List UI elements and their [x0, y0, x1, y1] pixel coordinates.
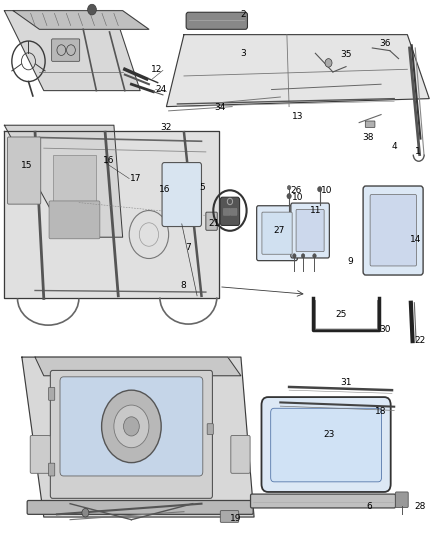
FancyBboxPatch shape: [261, 397, 391, 492]
FancyBboxPatch shape: [186, 12, 247, 29]
FancyBboxPatch shape: [207, 424, 213, 434]
Text: 25: 25: [335, 310, 346, 319]
Text: 16: 16: [103, 157, 114, 165]
Text: 12: 12: [151, 65, 162, 74]
FancyBboxPatch shape: [223, 208, 230, 215]
Text: 13: 13: [292, 112, 304, 120]
Text: 19: 19: [230, 514, 241, 522]
Text: 8: 8: [180, 281, 186, 289]
FancyBboxPatch shape: [49, 463, 55, 476]
Text: 30: 30: [380, 325, 391, 334]
FancyBboxPatch shape: [396, 492, 408, 507]
Text: 11: 11: [310, 206, 321, 215]
FancyBboxPatch shape: [370, 195, 417, 266]
Polygon shape: [4, 11, 140, 91]
Circle shape: [293, 254, 296, 258]
Text: 15: 15: [21, 161, 33, 169]
FancyBboxPatch shape: [262, 212, 292, 254]
FancyBboxPatch shape: [162, 163, 201, 227]
Text: 17: 17: [130, 174, 141, 183]
Text: 9: 9: [347, 257, 353, 265]
FancyBboxPatch shape: [53, 155, 96, 229]
Circle shape: [88, 4, 96, 15]
Polygon shape: [166, 35, 429, 107]
Text: 7: 7: [185, 244, 191, 252]
FancyBboxPatch shape: [220, 197, 240, 225]
FancyBboxPatch shape: [206, 212, 217, 230]
FancyBboxPatch shape: [291, 203, 329, 258]
FancyBboxPatch shape: [271, 408, 381, 482]
Polygon shape: [4, 131, 219, 298]
Polygon shape: [35, 357, 241, 376]
FancyBboxPatch shape: [363, 186, 423, 275]
Circle shape: [82, 508, 89, 517]
Text: 3: 3: [240, 49, 246, 58]
Text: 10: 10: [292, 193, 304, 201]
Circle shape: [287, 193, 291, 199]
Text: 35: 35: [340, 50, 352, 59]
FancyBboxPatch shape: [49, 201, 100, 239]
Circle shape: [313, 254, 316, 258]
Text: 1: 1: [415, 148, 421, 156]
Text: 28: 28: [415, 502, 426, 511]
Text: 21: 21: [208, 220, 219, 228]
Text: 32: 32: [161, 124, 172, 132]
Text: 5: 5: [199, 183, 205, 192]
Text: 34: 34: [214, 103, 226, 112]
Circle shape: [318, 187, 322, 192]
FancyBboxPatch shape: [296, 209, 324, 252]
FancyBboxPatch shape: [7, 137, 41, 204]
Text: 4: 4: [392, 142, 397, 151]
Text: 6: 6: [366, 502, 372, 511]
Circle shape: [325, 59, 332, 67]
Text: 36: 36: [379, 39, 390, 48]
Text: 22: 22: [414, 336, 425, 344]
Polygon shape: [4, 125, 123, 237]
Text: 24: 24: [155, 85, 167, 94]
FancyBboxPatch shape: [30, 435, 50, 473]
Polygon shape: [13, 11, 149, 29]
Circle shape: [301, 254, 305, 258]
FancyBboxPatch shape: [257, 206, 297, 261]
FancyBboxPatch shape: [231, 435, 250, 473]
FancyBboxPatch shape: [52, 39, 80, 61]
FancyBboxPatch shape: [251, 494, 396, 508]
Text: 16: 16: [159, 185, 170, 193]
Circle shape: [287, 185, 291, 190]
Circle shape: [124, 417, 139, 436]
Polygon shape: [22, 357, 254, 517]
FancyBboxPatch shape: [365, 121, 375, 127]
Text: 26: 26: [290, 187, 301, 195]
Text: 38: 38: [362, 133, 374, 142]
FancyBboxPatch shape: [49, 387, 55, 400]
Text: 10: 10: [321, 187, 332, 195]
Circle shape: [102, 390, 161, 463]
FancyBboxPatch shape: [60, 377, 203, 476]
Text: 2: 2: [240, 11, 246, 19]
FancyBboxPatch shape: [27, 500, 253, 514]
Text: 27: 27: [274, 226, 285, 235]
FancyBboxPatch shape: [50, 370, 212, 498]
Text: 23: 23: [324, 430, 335, 439]
FancyBboxPatch shape: [220, 511, 239, 522]
Text: 18: 18: [375, 407, 387, 416]
Text: 31: 31: [340, 378, 352, 387]
Circle shape: [114, 405, 149, 448]
FancyBboxPatch shape: [230, 208, 237, 215]
Text: 14: 14: [410, 236, 421, 244]
